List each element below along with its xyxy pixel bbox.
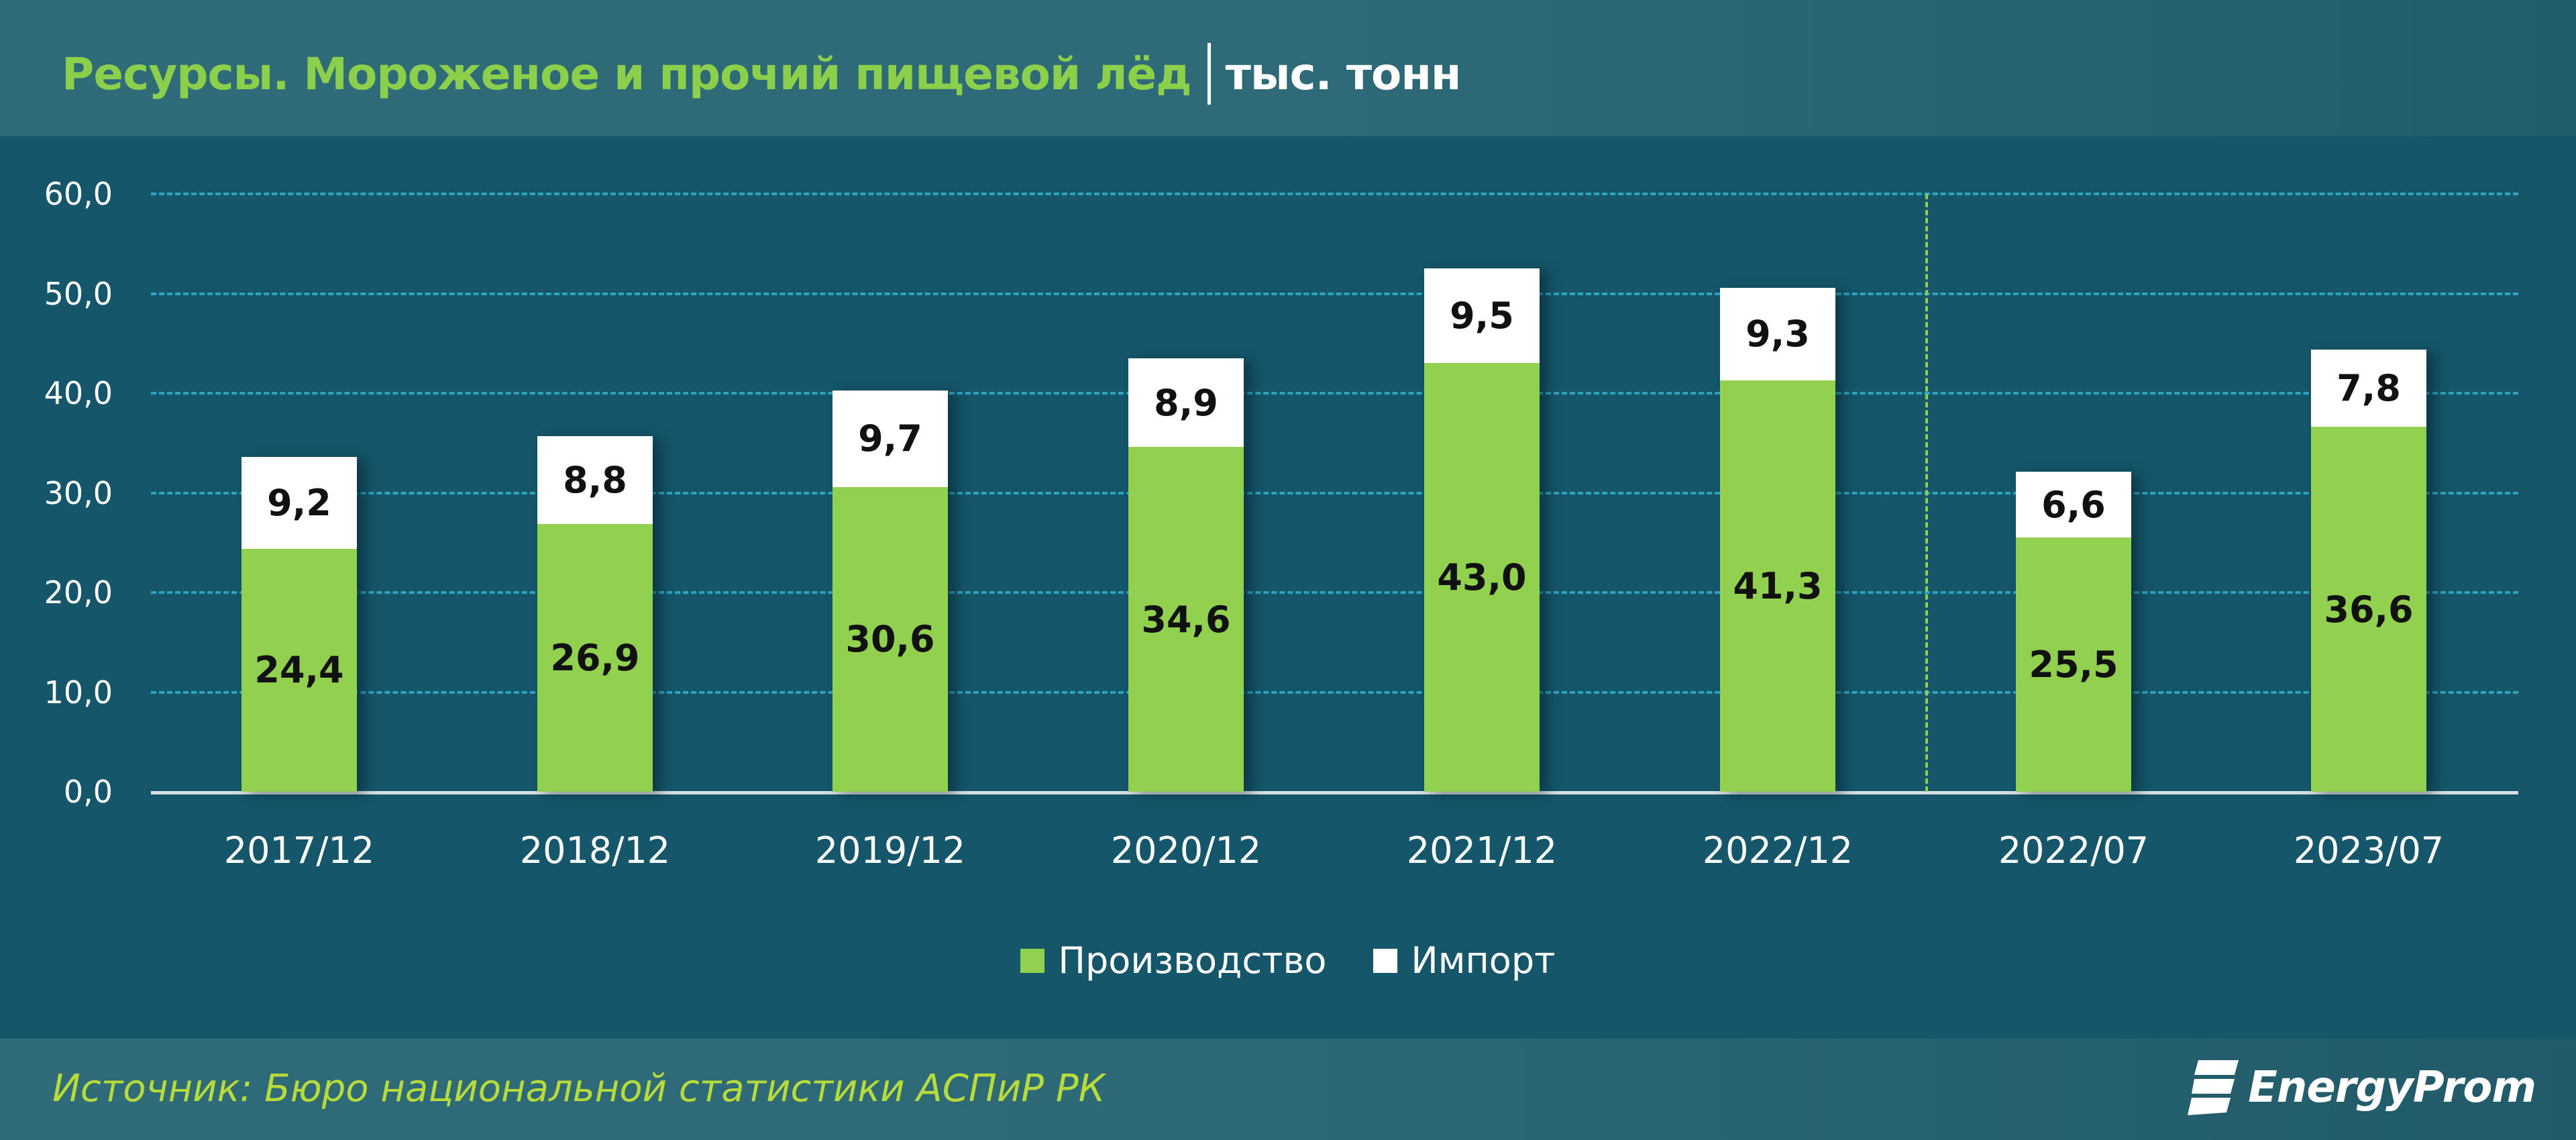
y-axis-tick-label: 50,0	[44, 275, 113, 312]
x-axis-category-label: 2021/12	[1406, 829, 1558, 872]
energyprom-logo-icon	[2188, 1060, 2239, 1115]
x-axis-category-label: 2018/12	[519, 829, 671, 872]
bar-segment-production: 24,4	[241, 548, 357, 792]
header: Ресурсы. Мороженое и прочий пищевой лёд …	[0, 0, 2576, 136]
chart-area: 0,0 10,0 20,0 30,0 40,0 50,0 60,0 9,2 24,4 2017/1…	[0, 136, 2576, 1039]
source-text: Источник: Бюро национальной статистики А…	[52, 1067, 1106, 1110]
bar-segment-import: 8,9	[1128, 358, 1244, 448]
period-divider	[1925, 194, 1928, 792]
bar-segment-import: 7,8	[2311, 349, 2426, 427]
bar-segment-production: 25,5	[2016, 537, 2131, 792]
bar-stack: 9,7 30,6	[833, 390, 948, 792]
bar-stack: 8,8 26,9	[537, 435, 653, 792]
legend-label-production: Производство	[1058, 939, 1327, 982]
bar-segment-production: 41,3	[1720, 380, 1835, 792]
bar-segment-production: 34,6	[1128, 447, 1244, 792]
gridline	[151, 292, 2518, 295]
gridline	[151, 193, 2518, 195]
title-text: Ресурсы. Мороженое и прочий пищевой лёд	[62, 48, 1192, 100]
gridline	[151, 392, 2518, 395]
bar-stack: 9,2 24,4	[241, 457, 357, 792]
bar-segment-import: 6,6	[2016, 472, 2131, 538]
bar-segment-import: 9,2	[241, 457, 357, 549]
legend: Производство Импорт	[0, 939, 2576, 982]
bar-stack: 6,6 25,5	[2016, 472, 2131, 792]
legend-label-import: Импорт	[1411, 939, 1556, 982]
bar-segment-production: 26,9	[537, 523, 653, 792]
bar-segment-import: 9,7	[833, 390, 948, 487]
bar-stack: 8,9 34,6	[1128, 358, 1244, 792]
legend-item-import: Импорт	[1373, 939, 1556, 982]
y-axis-tick-label: 40,0	[44, 375, 113, 411]
x-axis-category-label: 2023/07	[2293, 829, 2445, 872]
bar-segment-import: 9,3	[1720, 287, 1835, 380]
bar-stack: 9,5 43,0	[1424, 268, 1540, 792]
y-axis-tick-label: 0,0	[63, 774, 113, 810]
logo-text: EnergyProm	[2248, 1063, 2536, 1112]
x-axis-line	[151, 791, 2518, 794]
energyprom-logo: EnergyProm	[2186, 1057, 2536, 1118]
bar-segment-production: 30,6	[833, 486, 948, 792]
y-axis-tick-label: 10,0	[44, 674, 113, 711]
bar-segment-production: 36,6	[2311, 427, 2426, 792]
gridline	[151, 491, 2518, 495]
bar-stack: 7,8 36,6	[2311, 349, 2426, 792]
bar-stack: 9,3 41,3	[1720, 287, 1835, 792]
production-swatch-icon	[1020, 948, 1045, 973]
bar-segment-import: 8,8	[537, 435, 653, 524]
y-axis-tick-label: 20,0	[44, 574, 113, 611]
gridline	[151, 690, 2518, 694]
bar-segment-import: 9,5	[1424, 268, 1540, 364]
gridline	[151, 591, 2518, 594]
x-axis-category-label: 2022/07	[1998, 829, 2149, 872]
x-axis-category-label: 2019/12	[814, 829, 966, 872]
legend-item-production: Производство	[1020, 939, 1326, 982]
chart-title: Ресурсы. Мороженое и прочий пищевой лёд …	[62, 42, 1462, 106]
bar-segment-production: 43,0	[1424, 363, 1540, 792]
import-swatch-icon	[1373, 948, 1398, 973]
title-separator	[1207, 43, 1211, 105]
y-axis-tick-label: 60,0	[44, 176, 113, 212]
footer: Источник: Бюро национальной статистики А…	[0, 1039, 2576, 1140]
x-axis-category-label: 2020/12	[1110, 829, 1262, 872]
x-axis-category-label: 2022/12	[1702, 829, 1854, 872]
y-axis-tick-label: 30,0	[44, 474, 113, 511]
unit-label: тыс. тонн	[1225, 48, 1462, 100]
x-axis-category-label: 2017/12	[223, 829, 375, 872]
